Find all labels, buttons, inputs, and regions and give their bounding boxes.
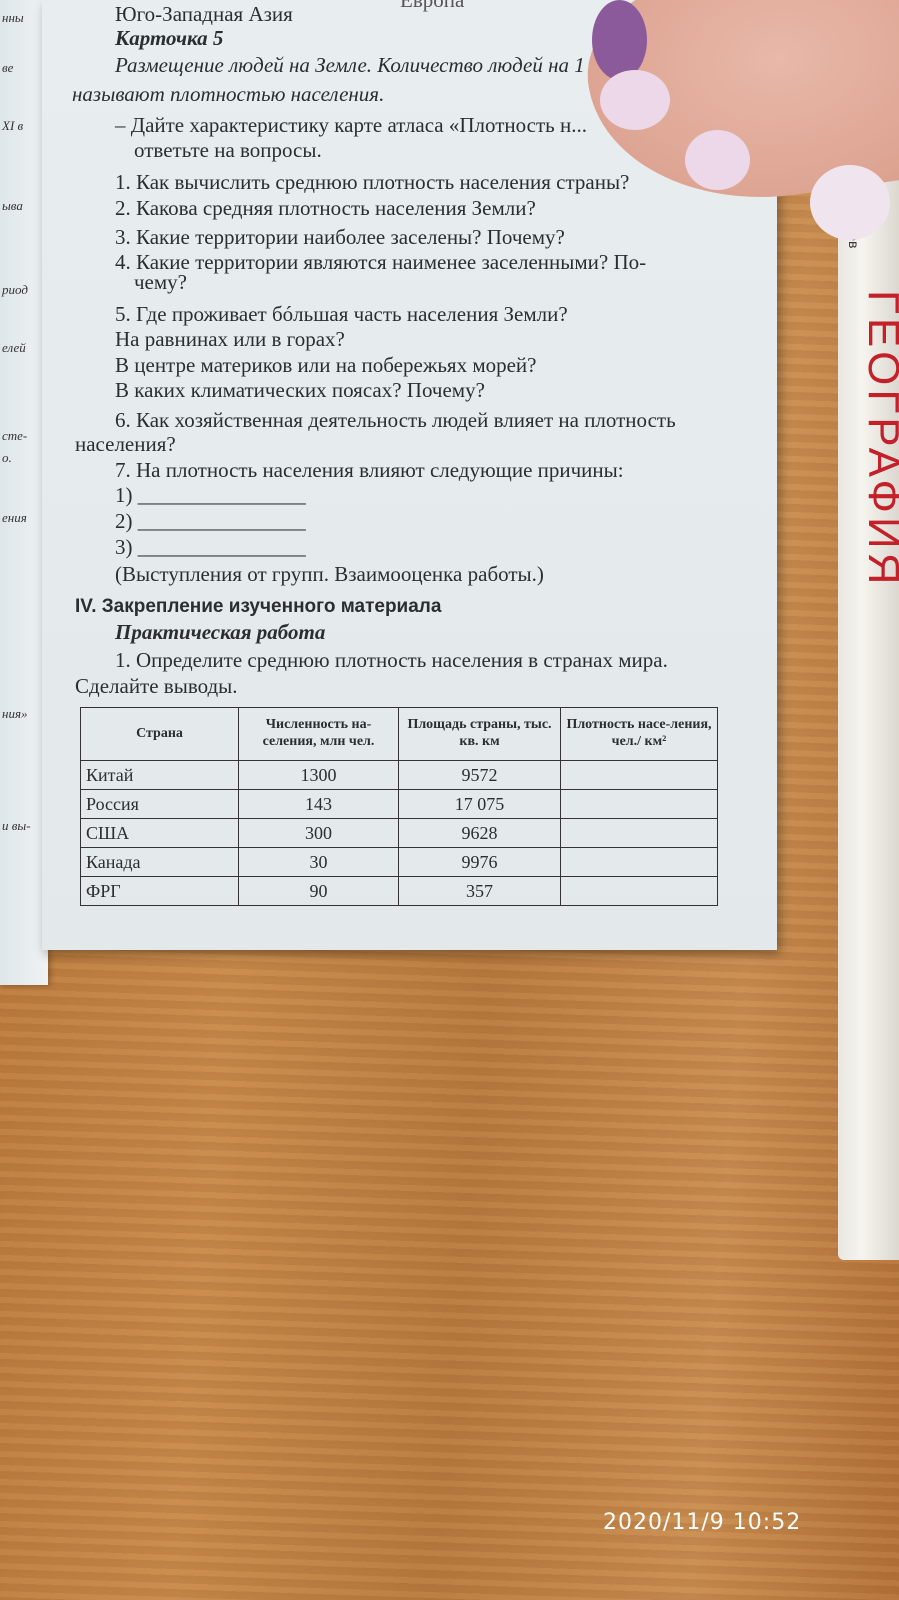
left-fragment: о.: [2, 450, 12, 465]
text-line: (Выступления от групп. Взаимооценка рабо…: [115, 562, 544, 586]
header-cell: Численность на-селения, млн чел.: [238, 707, 399, 761]
table-row: ФРГ 90 357: [80, 876, 718, 906]
section-heading: IV. Закрепление изученного материала: [75, 596, 442, 617]
cell: 143: [238, 789, 399, 819]
text-line: населения?: [75, 432, 176, 456]
text-line: называют плотностью населения.: [72, 82, 385, 106]
left-page: нны ве XI в ыва риод елей сте- о. ения н…: [0, 0, 48, 985]
cell: 9976: [398, 847, 561, 877]
cell: США: [80, 818, 239, 848]
subheading: Практическая работа: [115, 620, 326, 644]
left-fragment: ве: [2, 60, 14, 75]
question: 1. Как вычислить среднюю плотность насел…: [115, 170, 630, 194]
text-line: В центре материков или на побережьях мор…: [115, 353, 537, 377]
cell: 300: [238, 818, 399, 848]
fingernail: [600, 70, 670, 130]
blank-line: 1) ________________: [115, 483, 306, 507]
fingernail: [810, 165, 890, 240]
cell: 9572: [398, 760, 561, 790]
text-line: ответьте на вопросы.: [134, 138, 322, 162]
spine-title: ГЕОГРАФИЯ: [859, 290, 899, 589]
cell: [560, 760, 718, 790]
blank-line: 3) ________________: [115, 535, 306, 559]
question: 6. Как хозяйственная деятельность людей …: [115, 408, 676, 432]
left-fragment: елей: [2, 340, 26, 355]
question: 7. На плотность населения влияют следующ…: [115, 458, 624, 482]
cell: 17 075: [398, 789, 561, 819]
text-line: 1. Определите среднюю плотность населени…: [115, 648, 668, 672]
cell: Канада: [80, 847, 239, 877]
header-cell: Плотность насе-ления, чел./ км²: [560, 707, 718, 761]
cell: [560, 847, 718, 877]
population-table: Страна Численность на-селения, млн чел. …: [80, 707, 718, 906]
fingernail: [685, 130, 750, 190]
left-fragment: и вы-: [2, 818, 31, 833]
cell: 90: [238, 876, 399, 906]
header-cell: Площадь страны, тыс. кв. км: [398, 707, 561, 761]
question: 3. Какие территории наиболее заселены? П…: [115, 225, 565, 249]
card-title: Карточка 5: [115, 26, 224, 50]
blank-line: 2) ________________: [115, 509, 306, 533]
cell: 9628: [398, 818, 561, 848]
cell: 30: [238, 847, 399, 877]
table-header: Страна Численность на-селения, млн чел. …: [80, 707, 718, 761]
left-fragment: ния»: [2, 706, 28, 721]
left-fragment: ения: [2, 510, 27, 525]
cell: Китай: [80, 760, 239, 790]
cell: 357: [398, 876, 561, 906]
text-line: В каких климатических поясах? Почему?: [115, 378, 485, 402]
cell: 1300: [238, 760, 399, 790]
text-line: На равнинах или в горах?: [115, 327, 345, 351]
left-fragment: XI в: [2, 118, 24, 133]
question: 4. Какие территории являются наименее за…: [115, 250, 647, 274]
question: 5. Где проживает бóльшая часть населения…: [115, 302, 568, 326]
cell: Россия: [80, 789, 239, 819]
table-row: Россия 143 17 075: [80, 789, 718, 819]
left-fragment: риод: [2, 282, 28, 297]
text-line: Сделайте выводы.: [75, 674, 238, 698]
cell: ФРГ: [80, 876, 239, 906]
left-fragment: ыва: [2, 198, 23, 213]
top-fragment: Европа: [400, 0, 465, 12]
book-spine: [838, 170, 899, 1260]
cell: [560, 818, 718, 848]
text-line: Юго-Западная Азия: [115, 2, 293, 26]
left-fragment: сте-: [2, 428, 28, 443]
question: 2. Какова средняя плотность населения Зе…: [115, 196, 536, 220]
photo-timestamp: 2020/11/9 10:52: [603, 1510, 802, 1535]
table-row: Китай 1300 9572: [80, 760, 718, 790]
text-line: Размещение людей на Земле. Количество лю…: [115, 53, 585, 77]
cell: [560, 876, 718, 906]
header-cell: Страна: [80, 707, 239, 761]
left-fragment: нны: [2, 10, 24, 25]
table-row: Канада 30 9976: [80, 847, 718, 877]
text-line: – Дайте характеристику карте атласа «Пло…: [115, 113, 587, 137]
cell: [560, 789, 718, 819]
text-line: чему?: [134, 270, 187, 294]
table-row: США 300 9628: [80, 818, 718, 848]
fingernail: [592, 0, 647, 80]
